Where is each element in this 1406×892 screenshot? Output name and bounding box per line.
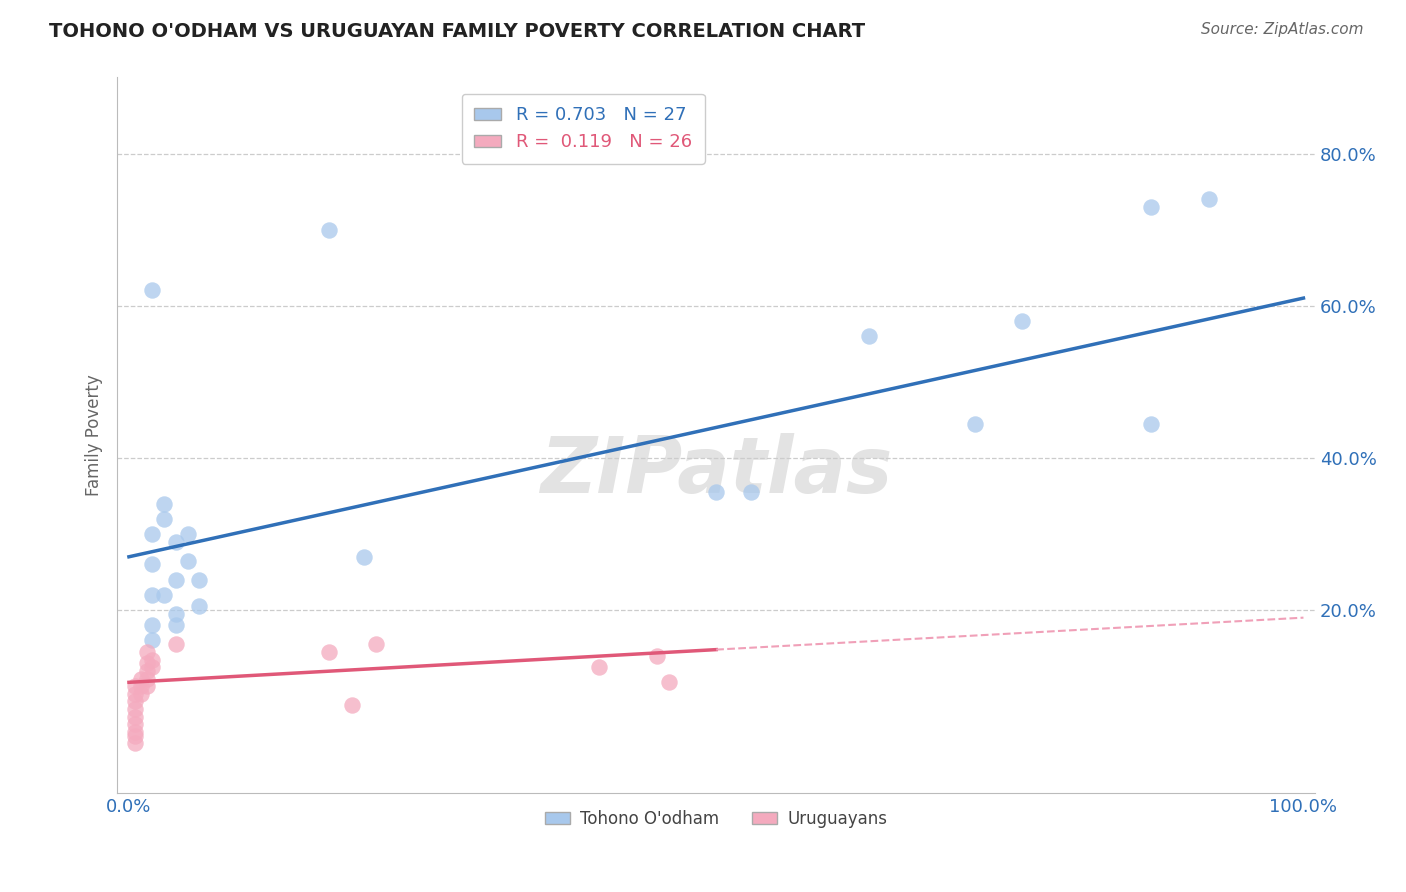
Text: TOHONO O'ODHAM VS URUGUAYAN FAMILY POVERTY CORRELATION CHART: TOHONO O'ODHAM VS URUGUAYAN FAMILY POVER…: [49, 22, 865, 41]
Point: [1198, 192, 1220, 206]
Point: [165, 618, 187, 632]
Y-axis label: Family Poverty: Family Poverty: [86, 374, 103, 496]
Point: [1139, 417, 1161, 431]
Point: [340, 698, 363, 713]
Point: [176, 527, 198, 541]
Point: [141, 618, 163, 632]
Point: [135, 672, 157, 686]
Point: [141, 527, 163, 541]
Point: [353, 549, 375, 564]
Point: [141, 284, 163, 298]
Point: [141, 660, 163, 674]
Point: [704, 485, 727, 500]
Point: [165, 534, 187, 549]
Point: [188, 573, 211, 587]
Text: ZIPatlas: ZIPatlas: [540, 433, 893, 508]
Point: [858, 329, 880, 343]
Point: [124, 717, 146, 731]
Point: [318, 645, 340, 659]
Point: [364, 637, 387, 651]
Text: Source: ZipAtlas.com: Source: ZipAtlas.com: [1201, 22, 1364, 37]
Point: [124, 694, 146, 708]
Point: [124, 729, 146, 743]
Point: [141, 652, 163, 666]
Point: [188, 599, 211, 614]
Point: [141, 588, 163, 602]
Point: [135, 664, 157, 678]
Point: [153, 512, 176, 526]
Point: [141, 633, 163, 648]
Point: [129, 672, 152, 686]
Point: [963, 417, 986, 431]
Point: [124, 724, 146, 739]
Point: [153, 496, 176, 510]
Point: [124, 736, 146, 750]
Point: [141, 558, 163, 572]
Point: [176, 553, 198, 567]
Point: [129, 687, 152, 701]
Point: [588, 660, 610, 674]
Point: [647, 648, 669, 663]
Point: [318, 222, 340, 236]
Point: [124, 709, 146, 723]
Point: [658, 675, 681, 690]
Point: [135, 679, 157, 693]
Point: [129, 679, 152, 693]
Legend: Tohono O'odham, Uruguayans: Tohono O'odham, Uruguayans: [538, 803, 894, 834]
Point: [165, 637, 187, 651]
Point: [1139, 200, 1161, 214]
Point: [153, 588, 176, 602]
Point: [165, 607, 187, 621]
Point: [124, 702, 146, 716]
Point: [165, 573, 187, 587]
Point: [1011, 314, 1033, 328]
Point: [740, 485, 762, 500]
Point: [135, 645, 157, 659]
Point: [135, 657, 157, 671]
Point: [124, 679, 146, 693]
Point: [124, 687, 146, 701]
